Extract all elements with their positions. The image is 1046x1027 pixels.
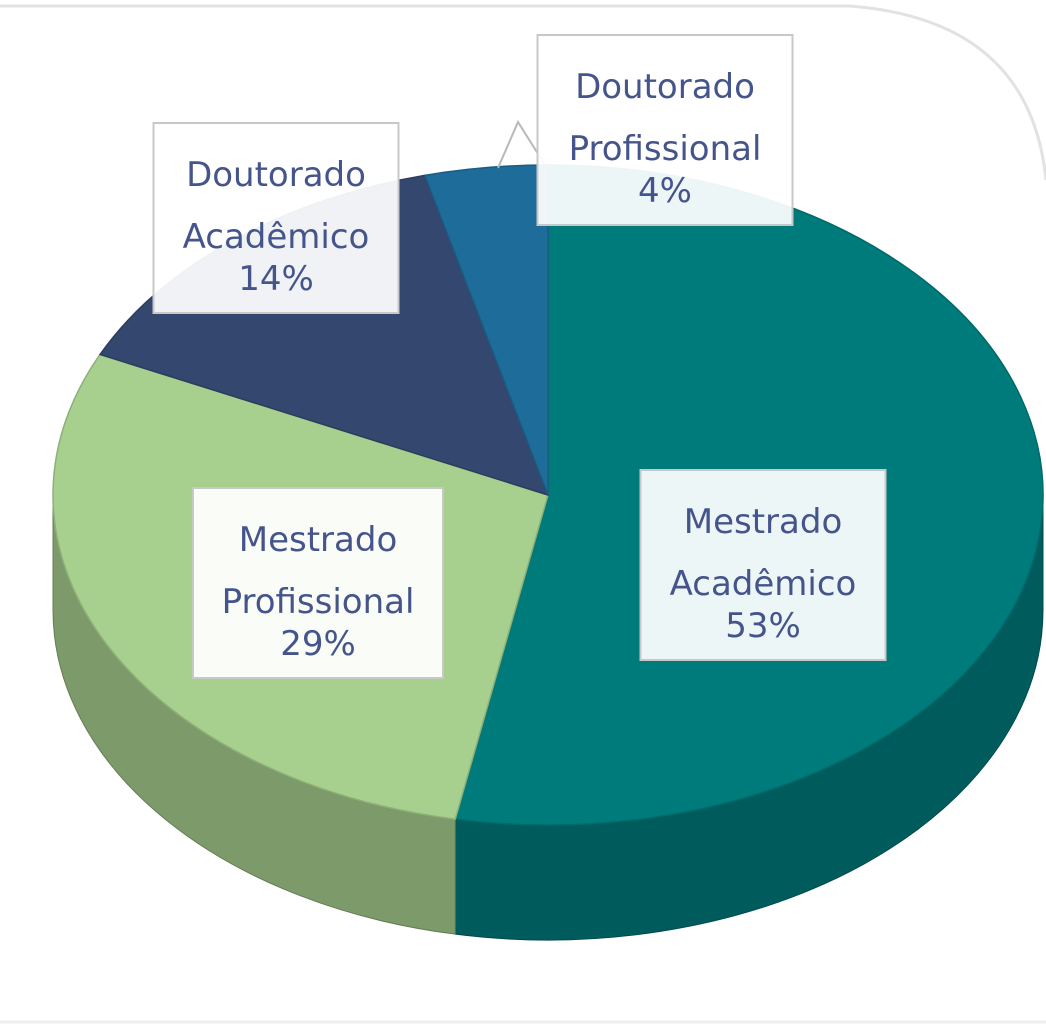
label-box — [639, 469, 887, 661]
label-box — [152, 122, 400, 314]
value-label: 53% — [725, 606, 801, 646]
leader-line — [497, 119, 546, 169]
value-label: 14% — [238, 259, 314, 299]
category-label: Doutorado Acadêmico — [183, 155, 370, 257]
value-label: 4% — [638, 171, 692, 211]
value-label: 29% — [280, 624, 356, 664]
category-label: Mestrado Profissional — [222, 520, 415, 622]
category-label: Doutorado Profissional — [569, 67, 762, 169]
frame-edge — [0, 4, 1046, 181]
label-box — [192, 487, 444, 679]
label-box — [536, 34, 794, 226]
category-label: Mestrado Acadêmico — [670, 502, 857, 604]
